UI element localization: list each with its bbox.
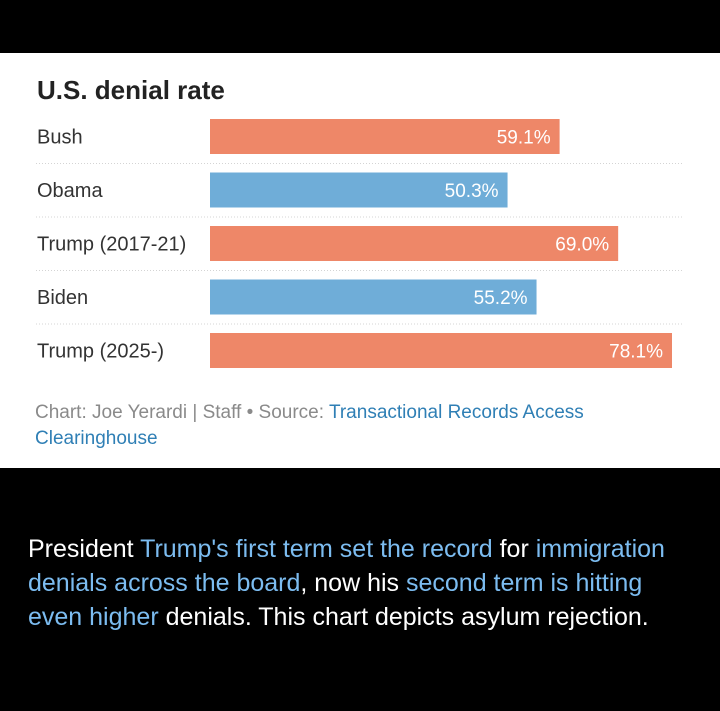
chart-title: U.S. denial rate — [37, 75, 225, 105]
caption-text-4: denials. This chart depicts asylum rejec… — [158, 603, 649, 631]
source-link[interactable]: Transactional Records Access Clearinghou… — [35, 402, 584, 449]
bar-2 — [210, 172, 508, 208]
bar-1 — [210, 119, 560, 154]
caption-text-1: President — [28, 535, 141, 563]
value-label-2: 50.3% — [445, 181, 499, 202]
bar-3 — [210, 226, 619, 261]
chart-credit: Chart: Joe Yerardi | Staff • Source: Tra… — [35, 400, 685, 452]
caption: President Trump's first term set the rec… — [28, 532, 678, 634]
caption-highlight-3: second term is hitting even higher — [28, 569, 643, 631]
value-label-1: 59.1% — [497, 128, 551, 149]
category-label-4: Biden — [37, 287, 88, 309]
caption-highlight-2: immigration denials across the board — [28, 535, 665, 597]
category-label-1: Bush — [37, 127, 83, 149]
category-label-5: Trump (2025-) — [37, 341, 164, 363]
bar-4 — [210, 279, 537, 315]
caption-highlight-1: Trump's first term set the record — [140, 535, 493, 563]
value-label-5: 78.1% — [609, 342, 663, 363]
value-label-3: 69.0% — [555, 235, 609, 256]
chart-card: U.S. denial rate Bush 59.1% Obama 50.3% Trum… — [0, 53, 720, 468]
category-label-3: Trump (2017-21) — [37, 234, 186, 256]
category-label-2: Obama — [37, 180, 103, 202]
bar-chart: Bush 59.1% Obama 50.3% Trump (2017-21) 69.0% B… — [36, 119, 684, 368]
value-label-4: 55.2% — [474, 288, 528, 309]
caption-text-3: , now his — [300, 569, 406, 597]
caption-text-2: for — [492, 535, 536, 563]
credit-text: Chart: Joe Yerardi | Staff • Source: — [35, 402, 329, 423]
bar-5 — [210, 333, 672, 368]
